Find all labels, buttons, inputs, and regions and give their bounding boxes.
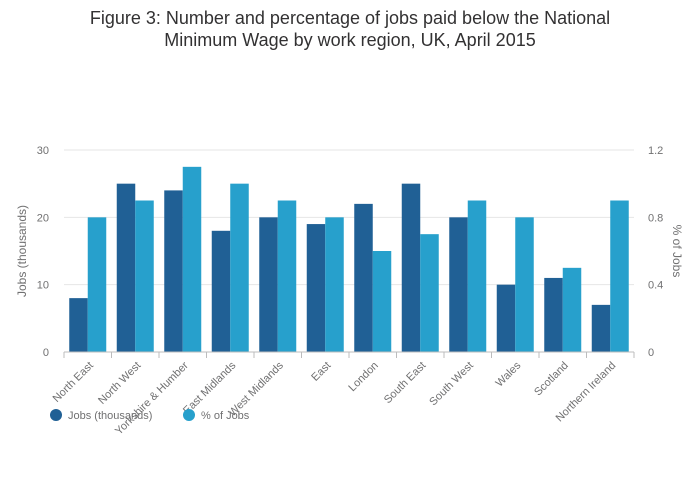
y2-tick-label: 0.8 <box>648 212 663 224</box>
legend: Jobs (thousands) % of Jobs <box>50 409 250 422</box>
chart-title-line-2: Minimum Wage by work region, UK, April 2… <box>164 30 535 50</box>
y-axis-title: Jobs (thousands) <box>15 205 29 297</box>
x-tick-label: North West <box>96 360 143 407</box>
bar-percent[interactable] <box>182 166 202 352</box>
x-tick-label: South East <box>382 360 429 407</box>
bar-percent[interactable] <box>230 183 249 352</box>
bar-percent[interactable] <box>87 217 107 352</box>
legend-swatch-jobs[interactable] <box>50 409 62 421</box>
legend-label-jobs[interactable]: Jobs (thousands) <box>68 410 152 422</box>
bar-percent[interactable] <box>135 200 154 353</box>
y-tick-label: 10 <box>37 280 49 292</box>
bar-percent[interactable] <box>325 217 344 352</box>
bar-jobs[interactable] <box>211 230 231 352</box>
bar-percent[interactable] <box>277 200 297 353</box>
chart-title-line-1: Figure 3: Number and percentage of jobs … <box>90 8 610 28</box>
bars <box>69 166 629 353</box>
y-tick-label: 30 <box>37 145 49 157</box>
bar-jobs[interactable] <box>401 183 421 352</box>
bar-jobs[interactable] <box>449 217 468 352</box>
x-tick-label: Wales <box>494 359 524 389</box>
bar-percent[interactable] <box>610 200 629 353</box>
y-tick-label: 0 <box>43 347 49 359</box>
legend-label-percent[interactable]: % of Jobs <box>201 410 250 422</box>
legend-swatch-percent[interactable] <box>183 409 195 421</box>
gridlines <box>64 149 634 286</box>
bar-jobs[interactable] <box>496 284 516 352</box>
bar-jobs[interactable] <box>116 183 136 352</box>
bar-percent[interactable] <box>562 267 582 352</box>
left-axis-ticks: 0 10 20 30 <box>37 145 49 359</box>
bar-percent[interactable] <box>515 217 534 352</box>
x-tick-label: London <box>346 360 380 394</box>
y2-tick-label: 0 <box>648 347 654 359</box>
bar-jobs[interactable] <box>259 217 278 352</box>
bar-jobs[interactable] <box>164 190 183 352</box>
x-tick-label: South West <box>427 360 476 409</box>
x-tick-label: North East <box>51 360 96 405</box>
right-axis-ticks: 0 0.4 0.8 1.2 <box>648 145 663 359</box>
bar-jobs[interactable] <box>544 277 563 352</box>
x-tick-label: East <box>309 360 333 384</box>
y-tick-label: 20 <box>37 212 49 224</box>
x-tick-label: Scotland <box>532 360 571 399</box>
bar-percent[interactable] <box>372 251 392 352</box>
bar-percent[interactable] <box>467 200 487 353</box>
bar-jobs[interactable] <box>354 203 373 352</box>
bar-jobs[interactable] <box>591 304 611 352</box>
y2-tick-label: 1.2 <box>648 145 663 157</box>
bar-jobs[interactable] <box>306 224 326 352</box>
y2-tick-label: 0.4 <box>648 280 663 292</box>
bar-percent[interactable] <box>420 234 439 352</box>
y2-axis-title: % of Jobs <box>670 225 684 278</box>
bar-jobs[interactable] <box>69 298 88 352</box>
